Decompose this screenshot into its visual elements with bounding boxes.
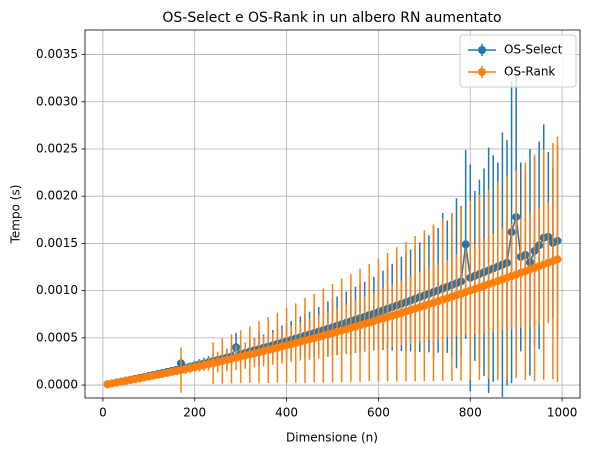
y-axis-label: Tempo (s) — [9, 185, 23, 245]
x-tick-label: 200 — [183, 406, 206, 420]
chart-title: OS-Select e OS-Rank in un albero RN aume… — [162, 10, 501, 26]
y-tick-label: 0.0000 — [36, 378, 78, 392]
marker — [553, 255, 562, 264]
y-tick-label: 0.0020 — [36, 189, 78, 203]
y-tick-label: 0.0035 — [36, 47, 78, 61]
x-tick-label: 400 — [275, 406, 298, 420]
x-tick-label: 800 — [459, 406, 482, 420]
legend-box — [459, 34, 577, 88]
legend-label: OS-Rank — [504, 65, 555, 79]
y-tick-label: 0.0010 — [36, 283, 78, 297]
x-tick-label: 0 — [99, 406, 107, 420]
x-axis-label: Dimensione (n) — [286, 431, 378, 445]
y-tick-label: 0.0025 — [36, 141, 78, 155]
legend-marker — [478, 68, 486, 76]
x-tick-label: 600 — [367, 406, 390, 420]
y-tick-label: 0.0015 — [36, 236, 78, 250]
legend-label: OS-Select — [504, 43, 563, 57]
legend-marker — [478, 46, 486, 54]
plot-frame — [84, 29, 581, 399]
y-tick-label: 0.0005 — [36, 330, 78, 344]
x-tick-label: 1000 — [547, 406, 578, 420]
y-tick-label: 0.0030 — [36, 94, 78, 108]
marker — [461, 240, 470, 249]
